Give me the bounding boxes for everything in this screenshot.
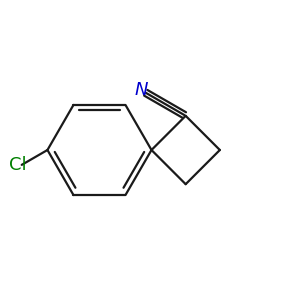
Text: Cl: Cl [9,156,27,174]
Text: N: N [134,81,148,99]
